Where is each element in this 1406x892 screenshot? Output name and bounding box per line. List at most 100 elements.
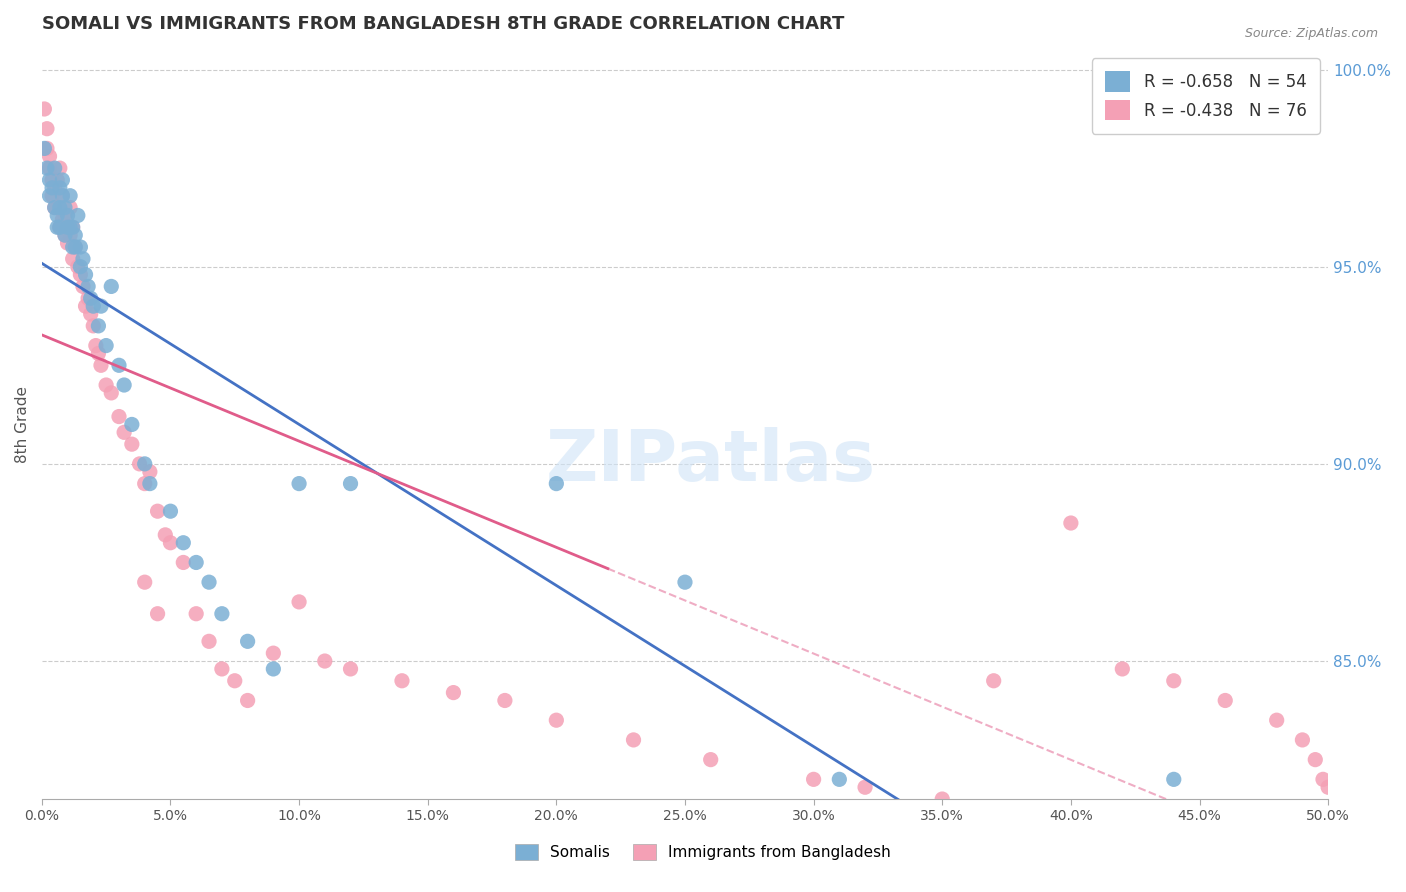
Point: [121, 417, 143, 432]
Point: [59, 220, 82, 235]
Point: [69, 240, 91, 254]
Point: [53, 228, 76, 243]
Point: [53, 209, 76, 223]
Point: [46, 173, 69, 187]
Point: [79, 291, 101, 305]
Point: [224, 673, 246, 688]
Point: [49, 220, 72, 235]
Point: [35, 141, 58, 155]
Point: [72, 279, 94, 293]
Point: [236, 693, 259, 707]
Point: [931, 792, 953, 806]
Point: [339, 662, 361, 676]
Point: [53, 201, 76, 215]
Point: [1163, 673, 1185, 688]
Text: SOMALI VS IMMIGRANTS FROM BANGLADESH 8TH GRADE CORRELATION CHART: SOMALI VS IMMIGRANTS FROM BANGLADESH 8TH…: [42, 15, 844, 33]
Point: [159, 535, 181, 549]
Point: [62, 220, 84, 235]
Text: ZIPatlas: ZIPatlas: [546, 427, 876, 497]
Point: [65, 240, 87, 254]
Point: [673, 575, 696, 590]
Point: [56, 220, 79, 235]
Point: [262, 646, 284, 660]
Point: [44, 201, 66, 215]
Point: [100, 279, 122, 293]
Point: [49, 161, 72, 175]
Point: [112, 378, 135, 392]
Point: [112, 425, 135, 440]
Point: [49, 201, 72, 215]
Point: [65, 228, 87, 243]
Point: [262, 662, 284, 676]
Point: [441, 685, 464, 699]
Point: [288, 476, 311, 491]
Point: [69, 268, 91, 282]
Point: [56, 220, 79, 235]
Point: [134, 575, 156, 590]
Point: [94, 378, 117, 392]
Point: [146, 504, 169, 518]
Point: [44, 181, 66, 195]
Point: [69, 260, 91, 274]
Point: [983, 673, 1005, 688]
Point: [51, 188, 73, 202]
Point: [44, 201, 66, 215]
Point: [623, 732, 645, 747]
Point: [56, 235, 79, 250]
Legend: R = -0.658   N = 54, R = -0.438   N = 76: R = -0.658 N = 54, R = -0.438 N = 76: [1092, 58, 1320, 134]
Point: [186, 556, 208, 570]
Point: [172, 556, 194, 570]
Point: [853, 780, 876, 795]
Point: [288, 595, 311, 609]
Point: [211, 662, 233, 676]
Point: [38, 173, 60, 187]
Point: [391, 673, 413, 688]
Point: [1060, 516, 1083, 530]
Point: [51, 173, 73, 187]
Point: [1213, 693, 1236, 707]
Point: [155, 528, 177, 542]
Point: [1291, 732, 1313, 747]
Point: [41, 188, 63, 202]
Point: [198, 575, 221, 590]
Point: [66, 209, 89, 223]
Point: [134, 476, 156, 491]
Point: [339, 476, 361, 491]
Point: [108, 409, 131, 424]
Point: [699, 753, 721, 767]
Point: [77, 291, 100, 305]
Point: [77, 279, 100, 293]
Point: [134, 457, 156, 471]
Point: [1111, 662, 1133, 676]
Point: [66, 260, 89, 274]
Point: [146, 607, 169, 621]
Point: [82, 318, 104, 333]
Point: [121, 437, 143, 451]
Point: [803, 772, 825, 787]
Point: [159, 504, 181, 518]
Point: [87, 318, 110, 333]
Point: [72, 252, 94, 266]
Point: [828, 772, 851, 787]
Point: [46, 201, 69, 215]
Point: [1317, 780, 1340, 795]
Point: [75, 268, 97, 282]
Point: [59, 188, 82, 202]
Point: [1303, 753, 1326, 767]
Point: [46, 220, 69, 235]
Point: [94, 338, 117, 352]
Point: [65, 240, 87, 254]
Point: [35, 161, 58, 175]
Point: [172, 535, 194, 549]
Point: [49, 220, 72, 235]
Point: [90, 299, 112, 313]
Legend: Somalis, Immigrants from Bangladesh: Somalis, Immigrants from Bangladesh: [509, 838, 897, 866]
Point: [34, 141, 56, 155]
Point: [75, 299, 97, 313]
Point: [53, 228, 76, 243]
Point: [87, 346, 110, 360]
Point: [79, 307, 101, 321]
Point: [211, 607, 233, 621]
Point: [546, 713, 568, 727]
Point: [38, 188, 60, 202]
